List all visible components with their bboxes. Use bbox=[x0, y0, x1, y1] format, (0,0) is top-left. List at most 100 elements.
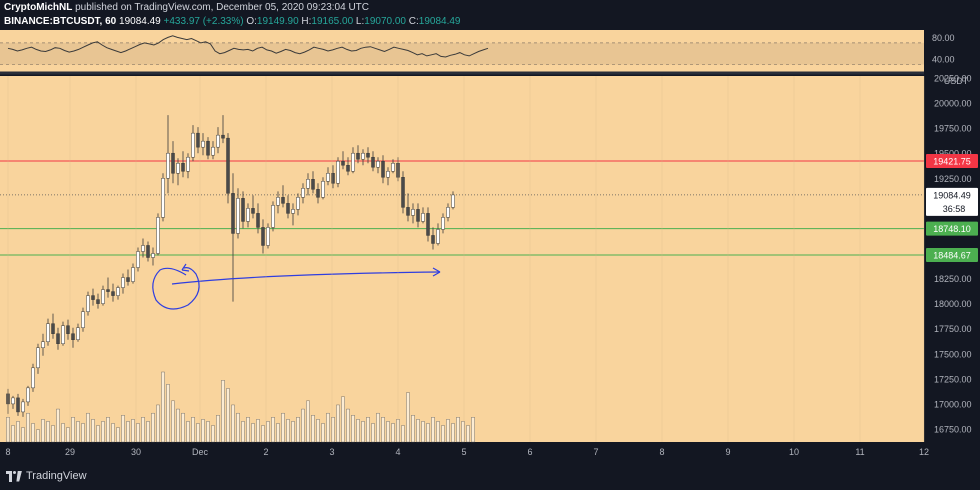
volume-bar bbox=[151, 412, 155, 443]
time-tick-label: 4 bbox=[395, 447, 400, 457]
time-tick-label: 30 bbox=[131, 447, 141, 457]
symbol-info: BINANCE:BTCUSDT, 60 19084.49 +433.97 (+2… bbox=[4, 15, 976, 29]
high-value: 19165.00 bbox=[311, 16, 354, 27]
candle bbox=[346, 164, 350, 172]
support-1-label: 18748.10 bbox=[933, 224, 971, 234]
time-tick-label: 6 bbox=[527, 447, 532, 457]
volume-bar bbox=[16, 421, 20, 443]
candle bbox=[111, 291, 115, 296]
volume-bar bbox=[296, 417, 300, 443]
candle bbox=[11, 397, 15, 405]
candle bbox=[306, 179, 310, 189]
candle bbox=[226, 137, 230, 194]
candle bbox=[106, 289, 110, 292]
price-tick-label: 19750.00 bbox=[934, 124, 972, 134]
close-label: C: bbox=[408, 16, 419, 27]
volume-bar bbox=[91, 419, 95, 443]
volume-bar bbox=[46, 421, 50, 443]
time-tick-label: 11 bbox=[855, 447, 864, 457]
candle bbox=[156, 217, 160, 254]
candle bbox=[101, 289, 105, 304]
volume-bar bbox=[141, 417, 145, 443]
publish-info: CryptoMichNL published on TradingView.co… bbox=[4, 1, 976, 15]
current-price-bg bbox=[926, 187, 978, 216]
candle bbox=[91, 295, 95, 300]
low-label: L: bbox=[355, 16, 365, 27]
candle bbox=[371, 156, 375, 168]
volume-bar bbox=[386, 421, 390, 443]
volume-bar bbox=[156, 404, 160, 443]
candle bbox=[126, 277, 130, 282]
candle bbox=[261, 227, 265, 246]
rsi-line bbox=[7, 35, 489, 58]
price-tick-label: 18000.00 bbox=[934, 299, 972, 309]
volume-bar bbox=[191, 417, 195, 443]
footer: TradingView bbox=[0, 462, 980, 490]
close-value: 19084.49 bbox=[418, 16, 461, 27]
candle bbox=[321, 181, 325, 198]
candle bbox=[446, 207, 450, 218]
volume-bar bbox=[446, 419, 450, 443]
chart-area[interactable]: 80.00 40.00 20250.00 20000.00 19750.00 19500.… bbox=[0, 30, 980, 462]
volume-bar bbox=[441, 425, 445, 443]
price-tick-label: 17750.00 bbox=[934, 324, 972, 334]
candle bbox=[66, 325, 70, 334]
volume-bar bbox=[41, 419, 45, 443]
volume-bar bbox=[431, 417, 435, 443]
candle bbox=[246, 208, 250, 222]
candle bbox=[266, 227, 270, 246]
candle bbox=[46, 323, 50, 342]
support-1-label-bg bbox=[926, 221, 978, 236]
volume-bar bbox=[241, 421, 245, 443]
volume-bar bbox=[381, 417, 385, 443]
candle bbox=[196, 132, 200, 148]
candle bbox=[391, 162, 395, 172]
volume-bar bbox=[326, 412, 330, 443]
volume-bar bbox=[371, 423, 375, 443]
candle bbox=[296, 197, 300, 210]
resistance-label-bg bbox=[926, 154, 978, 169]
price-tick-label: 17000.00 bbox=[934, 399, 972, 409]
candle bbox=[96, 299, 100, 304]
volume-bar bbox=[171, 400, 175, 443]
countdown-label: 36:58 bbox=[943, 204, 966, 214]
volume-bar bbox=[366, 417, 370, 443]
author-name[interactable]: CryptoMichNL bbox=[4, 2, 73, 13]
time-tick-label: 12 bbox=[919, 447, 929, 457]
support-2-label-bg bbox=[926, 248, 978, 263]
tradingview-mark-icon bbox=[6, 470, 22, 482]
volume-bar bbox=[76, 421, 80, 443]
annotation-arrowhead bbox=[432, 267, 441, 277]
candle bbox=[76, 327, 80, 340]
candle bbox=[311, 179, 315, 190]
candle bbox=[56, 333, 60, 344]
high-label: H: bbox=[301, 16, 312, 27]
tradingview-brand: TradingView bbox=[26, 470, 87, 482]
volume-bar bbox=[291, 421, 295, 443]
volume-bar bbox=[356, 419, 360, 443]
candle bbox=[326, 173, 330, 182]
time-tick-label: 7 bbox=[593, 447, 598, 457]
volume-bar bbox=[111, 423, 115, 443]
candle bbox=[236, 198, 240, 234]
candle bbox=[231, 193, 235, 234]
volume-bar bbox=[196, 423, 200, 443]
volume-bar bbox=[211, 425, 215, 443]
volume-bar bbox=[456, 417, 460, 443]
volume-bar bbox=[11, 425, 15, 443]
volume-bar bbox=[421, 421, 425, 443]
candle bbox=[26, 387, 30, 403]
volume-bar bbox=[336, 404, 340, 443]
volume-bar bbox=[96, 425, 100, 443]
candle bbox=[316, 189, 320, 198]
candle bbox=[331, 173, 335, 184]
candle bbox=[71, 333, 75, 340]
tradingview-logo[interactable]: TradingView bbox=[6, 470, 87, 482]
candle bbox=[301, 188, 305, 198]
volume-bar bbox=[86, 412, 90, 443]
candle bbox=[201, 140, 205, 148]
volume-bar bbox=[146, 421, 150, 443]
volume-bar bbox=[216, 415, 220, 443]
volume-bar bbox=[461, 421, 465, 443]
price-chart-svg[interactable]: 80.00 40.00 20250.00 20000.00 19750.00 19500.… bbox=[0, 30, 980, 462]
